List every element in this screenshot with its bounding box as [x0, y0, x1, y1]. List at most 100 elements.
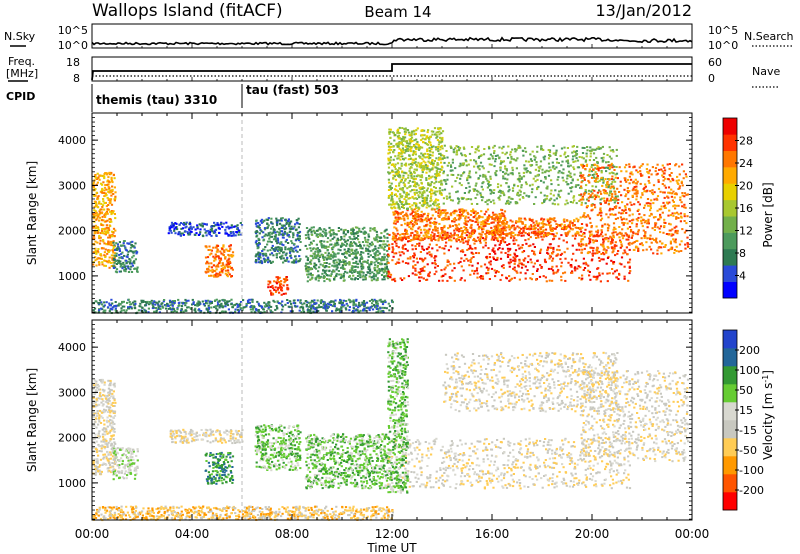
- range-cell: [398, 126, 401, 129]
- range-cell: [547, 232, 550, 235]
- range-cell: [271, 244, 274, 247]
- range-cell: [297, 217, 300, 220]
- range-cell: [277, 286, 280, 289]
- range-cell: [594, 171, 597, 174]
- range-cell: [307, 230, 310, 233]
- range-cell: [589, 155, 592, 158]
- range-cell: [459, 240, 462, 243]
- range-cell: [183, 221, 186, 224]
- range-cell: [473, 270, 476, 273]
- range-cell: [216, 222, 219, 224]
- range-cell: [305, 270, 308, 273]
- range-cell: [569, 227, 572, 230]
- range-cell: [531, 150, 534, 153]
- range-cell: [534, 196, 537, 199]
- range-cell: [395, 218, 398, 221]
- range-cell: [463, 147, 466, 150]
- range-cell: [474, 148, 477, 151]
- range-cell: [230, 234, 233, 237]
- range-cell: [326, 237, 330, 240]
- range-cell: [182, 223, 185, 225]
- range-cell: [455, 153, 459, 156]
- range-cell: [112, 257, 116, 260]
- range-cell: [592, 176, 596, 179]
- range-cell: [286, 286, 289, 289]
- range-cell: [279, 282, 282, 285]
- range-cell: [491, 155, 494, 158]
- range-cell: [551, 265, 554, 268]
- range-cell: [401, 211, 404, 214]
- range-cell: [408, 185, 411, 188]
- range-cell: [589, 278, 592, 281]
- range-cell: [323, 231, 326, 234]
- range-cell: [427, 157, 430, 160]
- range-cell: [440, 154, 443, 157]
- range-cell: [612, 234, 615, 237]
- range-cell: [271, 287, 275, 290]
- range-cell: [172, 223, 175, 226]
- range-cell: [286, 248, 290, 251]
- range-cell: [522, 234, 525, 237]
- range-cell: [443, 268, 446, 271]
- range-cell: [595, 233, 599, 236]
- range-cell: [460, 257, 463, 260]
- range-cell: [333, 262, 336, 265]
- range-cell: [392, 222, 396, 225]
- range-cell: [402, 207, 405, 209]
- range-cell: [436, 145, 440, 148]
- range-cell: [275, 289, 278, 292]
- range-cell: [186, 231, 189, 234]
- range-cell: [257, 244, 260, 247]
- range-cell: [404, 145, 408, 148]
- range-cell: [409, 172, 412, 174]
- range-cell: [669, 240, 672, 243]
- range-cell: [413, 202, 416, 205]
- range-cell: [410, 207, 413, 210]
- range-cell: [487, 269, 490, 272]
- range-cell: [625, 246, 628, 249]
- range-cell: [263, 235, 266, 238]
- range-cell: [108, 187, 111, 189]
- range-cell: [458, 228, 461, 231]
- range-cell: [673, 226, 676, 229]
- range-cell: [411, 195, 414, 198]
- range-cell: [494, 252, 497, 255]
- range-cell: [415, 236, 418, 239]
- range-cell: [498, 247, 501, 249]
- range-cell: [460, 277, 463, 280]
- range-cell: [394, 202, 398, 205]
- range-cell: [581, 180, 584, 182]
- range-cell: [400, 203, 403, 206]
- range-cell: [381, 256, 384, 259]
- range-cell: [412, 185, 416, 187]
- range-cell: [414, 264, 417, 266]
- range-cell: [541, 238, 544, 241]
- range-cell: [360, 265, 363, 268]
- range-cell: [594, 167, 597, 170]
- range-cell: [427, 246, 430, 249]
- range-cell: [492, 199, 495, 202]
- range-cell: [508, 226, 511, 229]
- range-cell: [523, 217, 526, 220]
- range-cell: [386, 244, 389, 247]
- range-cell: [600, 192, 603, 195]
- range-cell: [482, 175, 485, 178]
- range-cell: [504, 165, 507, 168]
- range-cell: [518, 220, 521, 223]
- range-cell: [447, 217, 450, 220]
- range-cell: [304, 234, 307, 237]
- range-cell: [426, 131, 429, 134]
- range-cell: [184, 230, 187, 233]
- range-cell: [285, 258, 289, 261]
- range-cell: [220, 252, 223, 255]
- range-cell: [314, 278, 317, 281]
- range-cell: [502, 226, 505, 229]
- range-cell: [426, 187, 429, 190]
- range-cell: [555, 166, 558, 169]
- range-cell: [555, 265, 558, 268]
- range-cell: [315, 267, 318, 270]
- range-cell: [512, 239, 515, 242]
- range-cell: [392, 255, 395, 258]
- range-cell: [379, 240, 383, 243]
- range-cell: [551, 161, 554, 164]
